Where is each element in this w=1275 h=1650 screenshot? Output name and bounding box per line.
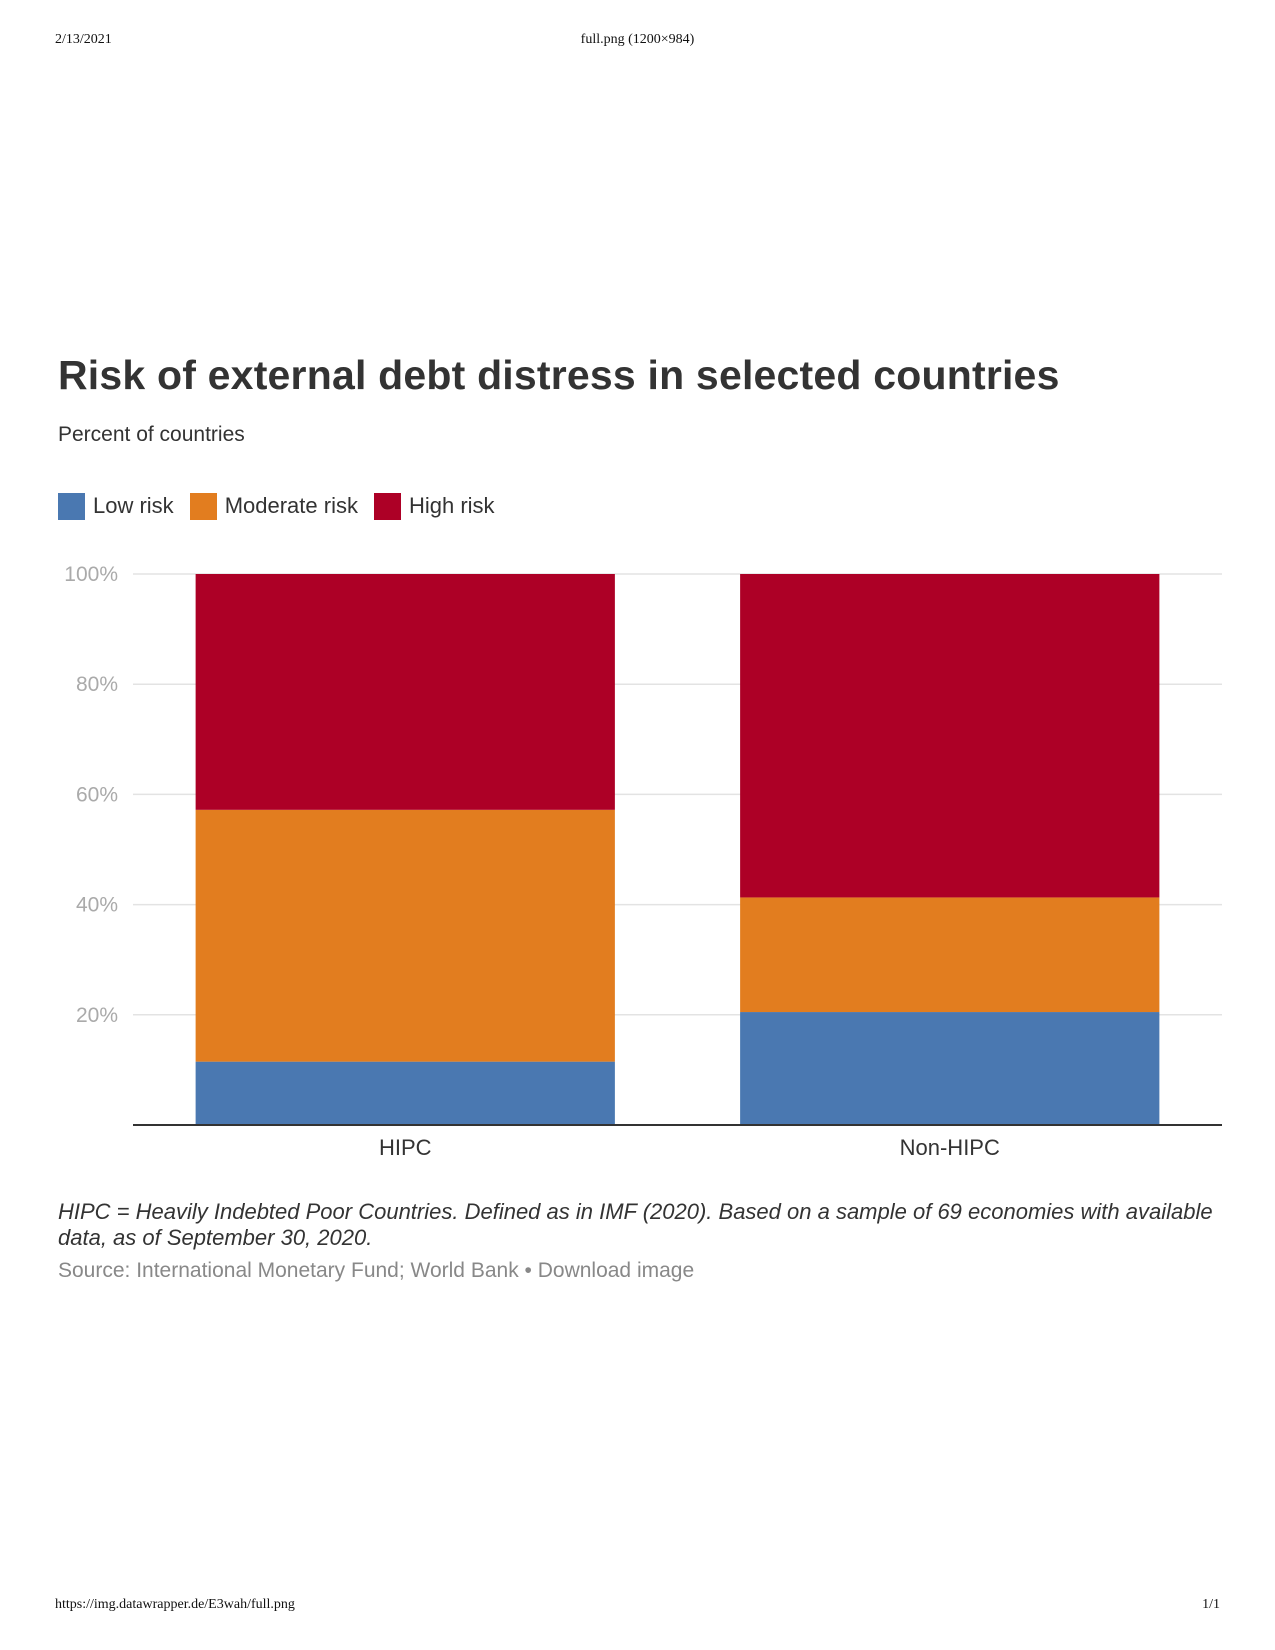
x-tick-label-hipc: HIPC bbox=[379, 1135, 432, 1160]
legend-item-high-risk: High risk bbox=[373, 492, 495, 520]
y-tick-label-20: 20% bbox=[76, 1004, 118, 1027]
chart-title: Risk of external debt distress in select… bbox=[58, 352, 1060, 398]
legend-swatch-low-risk bbox=[58, 492, 85, 520]
print-page-title: full.png (1200×984) bbox=[580, 32, 695, 47]
print-url: https://img.datawrapper.de/E3wah/full.pn… bbox=[55, 1597, 295, 1612]
print-footer: https://img.datawrapper.de/E3wah/full.pn… bbox=[0, 1597, 1275, 1617]
bar-non-hipc-moderate-risk bbox=[740, 897, 1160, 1013]
y-tick-label-100: 100% bbox=[64, 563, 118, 586]
legend-item-low-risk: Low risk bbox=[58, 492, 174, 520]
bar-hipc-moderate-risk bbox=[195, 809, 615, 1062]
bar-hipc-high-risk bbox=[195, 574, 615, 810]
source-line: Source: International Monetary Fund; Wor… bbox=[58, 1259, 694, 1283]
print-page-number: 1/1 bbox=[1202, 1597, 1220, 1612]
bar-non-hipc-low-risk bbox=[740, 1012, 1160, 1125]
y-tick-label-40: 40% bbox=[76, 894, 118, 917]
stacked-bar-chart: 20% 40% 60% 80% 100% HIPC Non-HIPC bbox=[64, 563, 1222, 1160]
legend-swatch-moderate-risk bbox=[189, 492, 217, 520]
print-header: 2/13/2021 full.png (1200×984) bbox=[0, 32, 1275, 52]
x-tick-label-non-hipc: Non-HIPC bbox=[900, 1135, 1000, 1160]
y-tick-label-80: 80% bbox=[76, 673, 118, 696]
legend-label-low-risk: Low risk bbox=[93, 493, 174, 518]
print-date: 2/13/2021 bbox=[55, 32, 112, 47]
legend-label-moderate-risk: Moderate risk bbox=[224, 493, 358, 518]
legend-swatch-high-risk bbox=[373, 492, 401, 520]
download-image-link[interactable]: Download image bbox=[537, 1259, 695, 1282]
bar-hipc-low-risk bbox=[195, 1061, 615, 1125]
bar-non-hipc-high-risk bbox=[740, 574, 1160, 898]
legend-label-high-risk: High risk bbox=[408, 493, 495, 518]
source-text: Source: International Monetary Fund; Wor… bbox=[58, 1259, 519, 1282]
source-separator: • bbox=[518, 1259, 538, 1282]
y-tick-label-60: 60% bbox=[76, 783, 118, 806]
legend-item-moderate-risk: Moderate risk bbox=[189, 492, 358, 520]
chart-notes: HIPC = Heavily Indebted Poor Countries. … bbox=[58, 1199, 1213, 1250]
chart-legend: Low risk Moderate risk High risk bbox=[58, 492, 511, 520]
chart-subtitle: Percent of countries bbox=[58, 423, 245, 446]
